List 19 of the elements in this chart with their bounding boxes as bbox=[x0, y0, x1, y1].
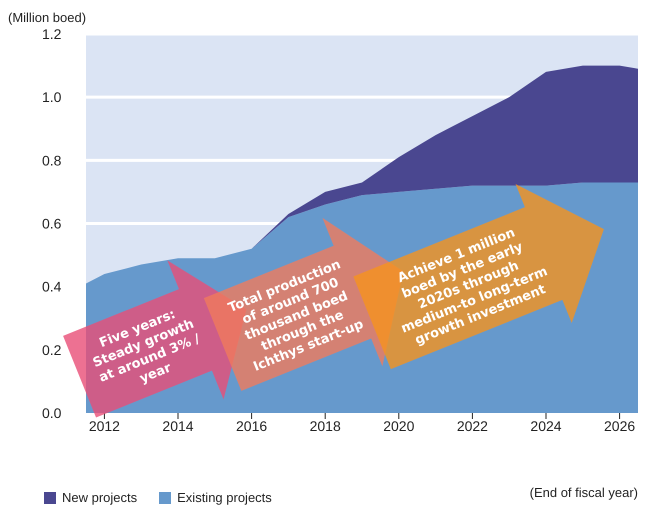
x-tick-label: 2026 bbox=[604, 418, 636, 434]
legend-label: New projects bbox=[61, 490, 138, 505]
y-tick-label: 0.2 bbox=[42, 342, 62, 358]
x-tick-label: 2014 bbox=[162, 418, 194, 434]
y-tick-label: 1.0 bbox=[42, 89, 62, 106]
y-tick-label: 1.2 bbox=[42, 26, 62, 42]
x-tick-label: 2012 bbox=[88, 418, 120, 434]
x-axis-title: (End of fiscal year) bbox=[530, 485, 638, 500]
x-tick-label: 2024 bbox=[530, 418, 562, 434]
legend-label: Existing projects bbox=[176, 490, 272, 505]
y-axis-title: (Million boed) bbox=[8, 10, 86, 25]
x-tick-label: 2016 bbox=[236, 418, 268, 434]
y-tick-label: 0.0 bbox=[42, 404, 62, 421]
y-tick-label: 0.4 bbox=[42, 278, 62, 295]
y-tick-label: 0.6 bbox=[42, 215, 62, 232]
x-tick-label: 2020 bbox=[383, 418, 415, 434]
x-tick-label: 2018 bbox=[310, 418, 341, 434]
y-tick-label: 0.8 bbox=[42, 152, 62, 168]
x-tick-label: 2022 bbox=[456, 418, 488, 434]
